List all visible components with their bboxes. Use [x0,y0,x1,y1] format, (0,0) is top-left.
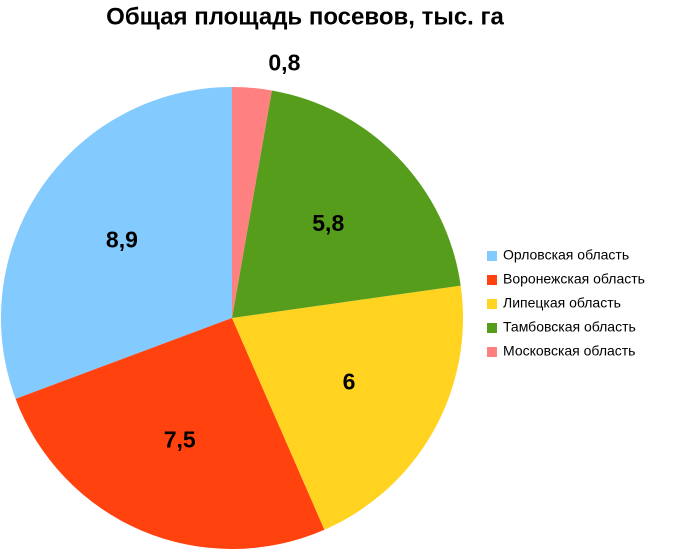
legend-swatch [487,299,497,309]
value-label: 6 [343,368,356,394]
pie-slice [232,90,461,318]
legend-swatch [487,347,497,357]
pie-slice [232,285,463,530]
value-label: 8,9 [106,227,138,253]
legend-label: Московская область [503,343,635,359]
pie-slice [0,87,232,399]
legend-label: Липецкая область [503,295,621,311]
legend-swatch [487,275,497,285]
legend-label: Воронежская область [503,271,645,287]
value-label: 0,8 [268,49,300,75]
pie-slice [15,318,325,549]
legend-label: Тамбовская область [503,319,636,335]
value-label: 7,5 [164,426,196,452]
value-label: 5,8 [312,210,344,236]
legend-swatch [487,323,497,333]
legend-label: Орловская область [503,247,629,263]
legend-swatch [487,251,497,261]
pie-slice [232,87,272,318]
chart-title: Общая площадь посевов, тыс. га [106,3,504,30]
